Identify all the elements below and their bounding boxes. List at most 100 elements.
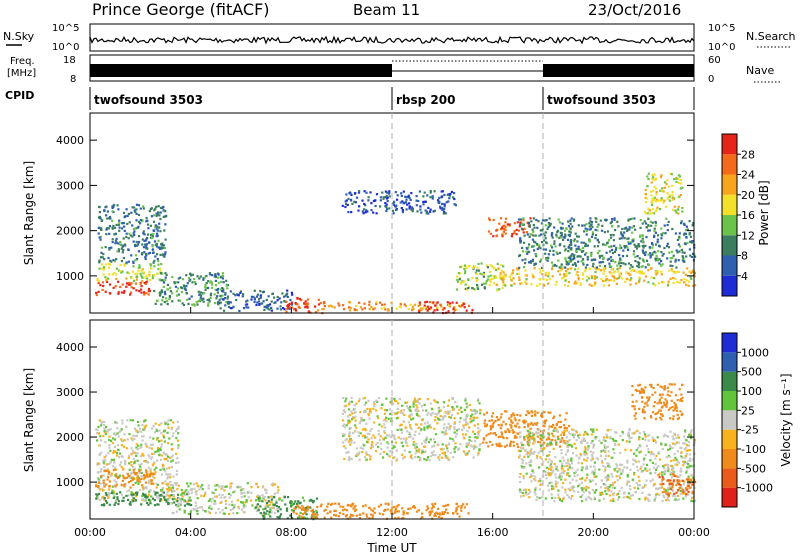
heatmap-cell bbox=[172, 494, 175, 497]
heatmap-cell bbox=[347, 197, 350, 200]
heatmap-cell bbox=[565, 441, 568, 444]
heatmap-cell bbox=[681, 210, 684, 213]
heatmap-cell bbox=[362, 512, 365, 515]
heatmap-cell bbox=[154, 491, 157, 494]
heatmap-cell bbox=[611, 475, 614, 478]
heatmap-cell bbox=[548, 464, 552, 467]
heatmap-cell bbox=[97, 487, 100, 490]
heatmap-cell bbox=[533, 478, 536, 481]
heatmap-cell bbox=[330, 516, 333, 519]
heatmap-cell bbox=[429, 196, 432, 199]
heatmap-cell bbox=[585, 252, 588, 255]
heatmap-cell bbox=[370, 209, 373, 212]
heatmap-cell bbox=[265, 304, 268, 307]
heatmap-cell bbox=[110, 472, 113, 475]
heatmap-cell bbox=[306, 302, 310, 305]
heatmap-cell bbox=[635, 465, 639, 468]
heatmap-cell bbox=[629, 267, 632, 270]
heatmap-cell bbox=[604, 439, 607, 442]
heatmap-cell bbox=[157, 260, 160, 263]
heatmap-cell bbox=[453, 450, 456, 453]
heatmap-cell bbox=[541, 229, 544, 232]
heatmap-cell bbox=[660, 227, 663, 230]
heatmap-cell bbox=[479, 409, 482, 412]
heatmap-cell bbox=[400, 423, 403, 427]
heatmap-cell bbox=[602, 266, 606, 270]
heatmap-cell bbox=[569, 497, 572, 500]
heatmap-cell bbox=[519, 495, 523, 498]
heatmap-cell bbox=[196, 484, 199, 488]
heatmap-cell bbox=[303, 499, 306, 502]
heatmap-cell bbox=[129, 501, 132, 504]
heatmap-cell bbox=[148, 493, 151, 496]
heatmap-cell bbox=[131, 206, 134, 209]
heatmap-cell bbox=[528, 235, 531, 238]
heatmap-cell bbox=[131, 478, 134, 481]
heatmap-cell bbox=[555, 423, 558, 426]
heatmap-cell bbox=[106, 227, 109, 230]
heatmap-cell bbox=[542, 283, 545, 287]
heatmap-cell bbox=[599, 491, 602, 494]
heatmap-cell bbox=[201, 484, 204, 487]
heatmap-cell bbox=[425, 438, 428, 441]
heatmap-cell bbox=[289, 514, 292, 517]
heatmap-cell bbox=[152, 490, 156, 493]
heatmap-cell bbox=[438, 454, 441, 457]
heatmap-cell bbox=[581, 257, 584, 261]
heatmap-cell bbox=[433, 399, 436, 402]
heatmap-cell bbox=[372, 308, 375, 311]
heatmap-cell bbox=[172, 421, 175, 424]
heatmap-cell bbox=[270, 511, 273, 514]
heatmap-cell bbox=[112, 286, 115, 289]
heatmap-cell bbox=[554, 439, 557, 442]
heatmap-cell bbox=[125, 285, 128, 288]
heatmap-cell bbox=[647, 499, 650, 502]
heatmap-cell bbox=[123, 459, 127, 462]
heatmap-cell bbox=[355, 309, 358, 312]
heatmap-cell bbox=[341, 424, 345, 427]
heatmap-cell bbox=[436, 307, 439, 310]
heatmap-cell bbox=[348, 431, 351, 434]
heatmap-cell bbox=[163, 301, 166, 304]
heatmap-cell bbox=[632, 268, 635, 271]
heatmap-cell bbox=[647, 172, 650, 175]
heatmap-cell bbox=[529, 261, 532, 264]
heatmap-cell bbox=[441, 448, 444, 451]
heatmap-cell bbox=[500, 264, 503, 267]
heatmap-cell bbox=[155, 466, 158, 469]
heatmap-cell bbox=[120, 444, 123, 447]
heatmap-cell bbox=[601, 254, 604, 257]
heatmap-cell bbox=[558, 251, 562, 254]
heatmap-cell bbox=[652, 212, 655, 215]
heatmap-cell bbox=[684, 488, 687, 491]
heatmap-cell bbox=[137, 477, 140, 480]
heatmap-cell bbox=[323, 305, 326, 308]
heatmap-cell bbox=[653, 250, 656, 253]
heatmap-cell bbox=[156, 253, 159, 256]
heatmap-cell bbox=[558, 266, 561, 269]
heatmap-cell bbox=[153, 259, 156, 262]
heatmap-cell bbox=[663, 464, 666, 467]
heatmap-cell bbox=[548, 437, 551, 440]
heatmap-cell bbox=[382, 197, 385, 200]
heatmap-cell bbox=[482, 437, 486, 440]
heatmap-cell bbox=[207, 487, 210, 490]
heatmap-cell bbox=[306, 509, 309, 512]
heatmap-cell bbox=[146, 496, 149, 499]
heatmap-cell bbox=[552, 469, 555, 472]
heatmap-cell bbox=[669, 492, 672, 495]
heatmap-cell bbox=[362, 505, 365, 508]
heatmap-cell bbox=[552, 447, 555, 450]
heatmap-cell bbox=[560, 227, 563, 230]
heatmap-cell bbox=[495, 416, 499, 419]
heatmap-cell bbox=[514, 419, 517, 422]
heatmap-cell bbox=[139, 455, 142, 458]
heatmap-cell bbox=[499, 272, 502, 275]
heatmap-cell bbox=[548, 482, 551, 485]
heatmap-cell bbox=[96, 278, 99, 281]
heatmap-cell bbox=[668, 487, 671, 490]
heatmap-cell bbox=[596, 239, 599, 242]
heatmap-cell bbox=[552, 423, 555, 427]
heatmap-cell bbox=[114, 433, 117, 436]
heatmap-cell bbox=[522, 266, 526, 269]
